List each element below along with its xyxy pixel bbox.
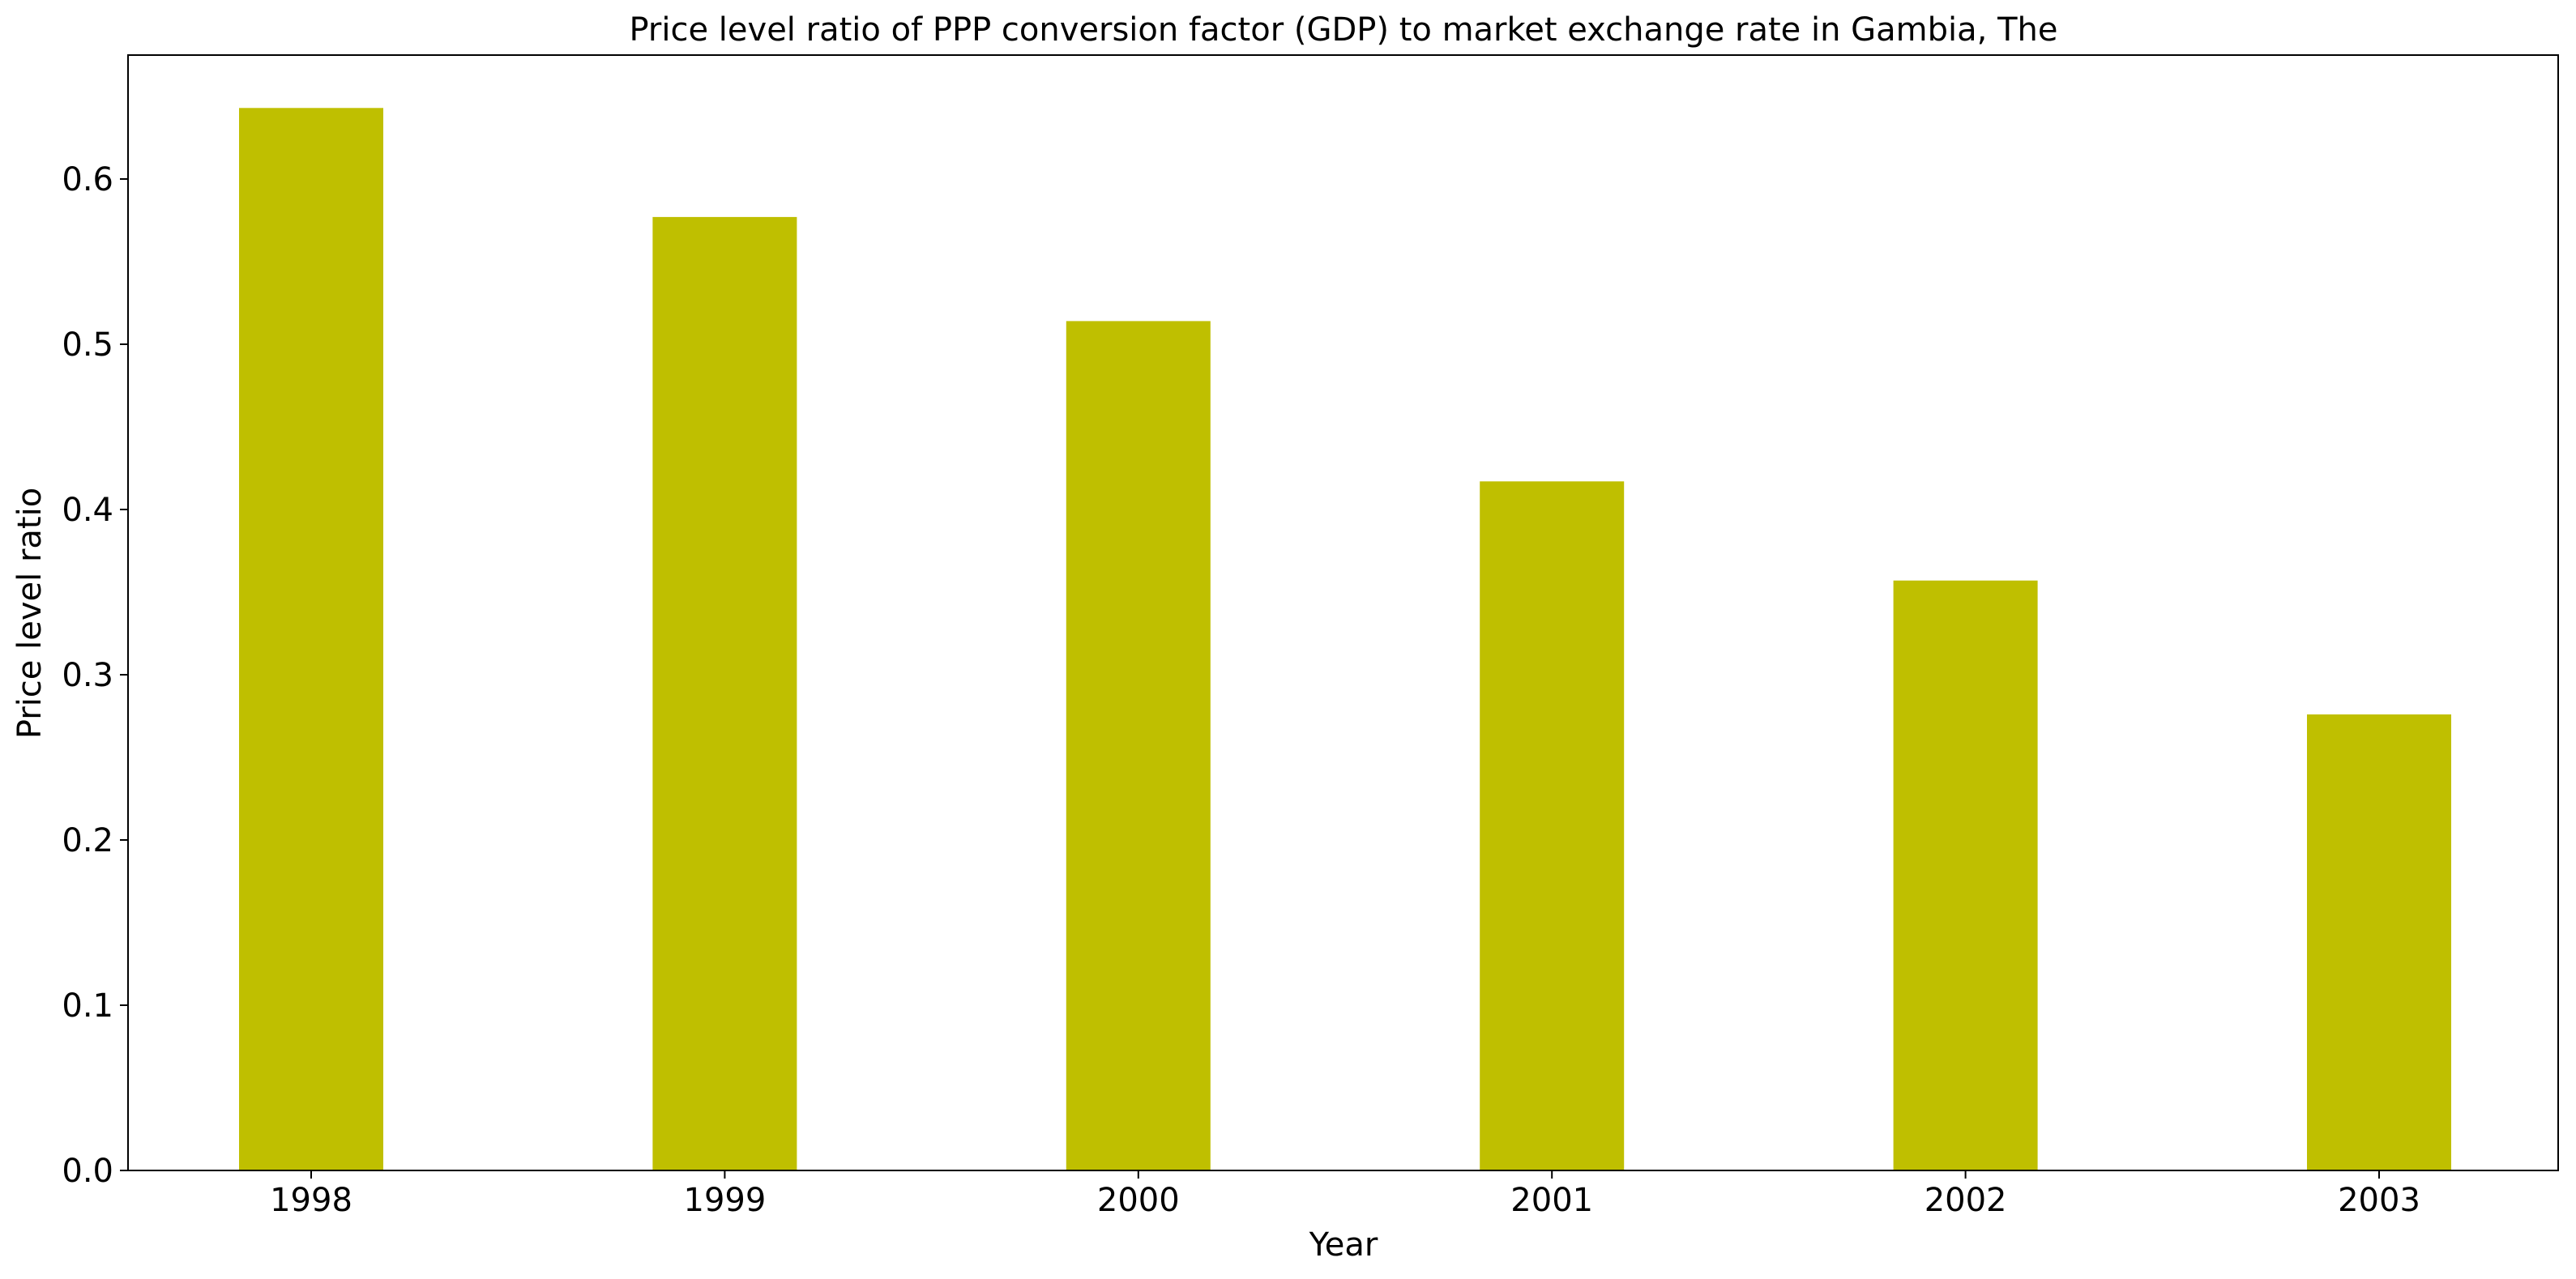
plot-frame — [127, 54, 2559, 1171]
bar-1999 — [652, 216, 797, 1170]
y-tick-label: 0.2 — [62, 822, 113, 859]
x-tick-label: 2002 — [1925, 1182, 2007, 1219]
y-tick-label: 0.0 — [62, 1153, 113, 1190]
bar-1998 — [239, 108, 383, 1170]
y-axis-label: Price level ratio — [11, 488, 49, 739]
bar-2000 — [1066, 321, 1211, 1170]
x-axis-ticks: 1998 1999 2000 2001 2002 2003 — [270, 1170, 2420, 1219]
bar-2001 — [1480, 481, 1625, 1170]
y-tick-label: 0.3 — [62, 657, 113, 694]
chart-title: Price level ratio of PPP conversion fact… — [630, 11, 2058, 49]
y-tick-label: 0.5 — [62, 326, 113, 364]
x-tick-label: 1998 — [270, 1182, 352, 1219]
bar-2002 — [1893, 580, 2038, 1170]
y-tick-label: 0.6 — [62, 161, 113, 198]
x-tick-label: 2000 — [1097, 1182, 1180, 1219]
x-tick-label: 1999 — [684, 1182, 767, 1219]
x-axis-label: Year — [1309, 1226, 1378, 1264]
y-tick-label: 0.1 — [62, 987, 113, 1025]
bar-2003 — [2307, 714, 2451, 1170]
y-axis-ticks: 0.0 0.1 0.2 0.3 0.4 0.5 0.6 — [62, 161, 128, 1190]
y-tick-label: 0.4 — [62, 492, 113, 529]
bars-group — [239, 108, 2451, 1170]
x-tick-label: 2001 — [1510, 1182, 1593, 1219]
x-tick-label: 2003 — [2338, 1182, 2420, 1219]
